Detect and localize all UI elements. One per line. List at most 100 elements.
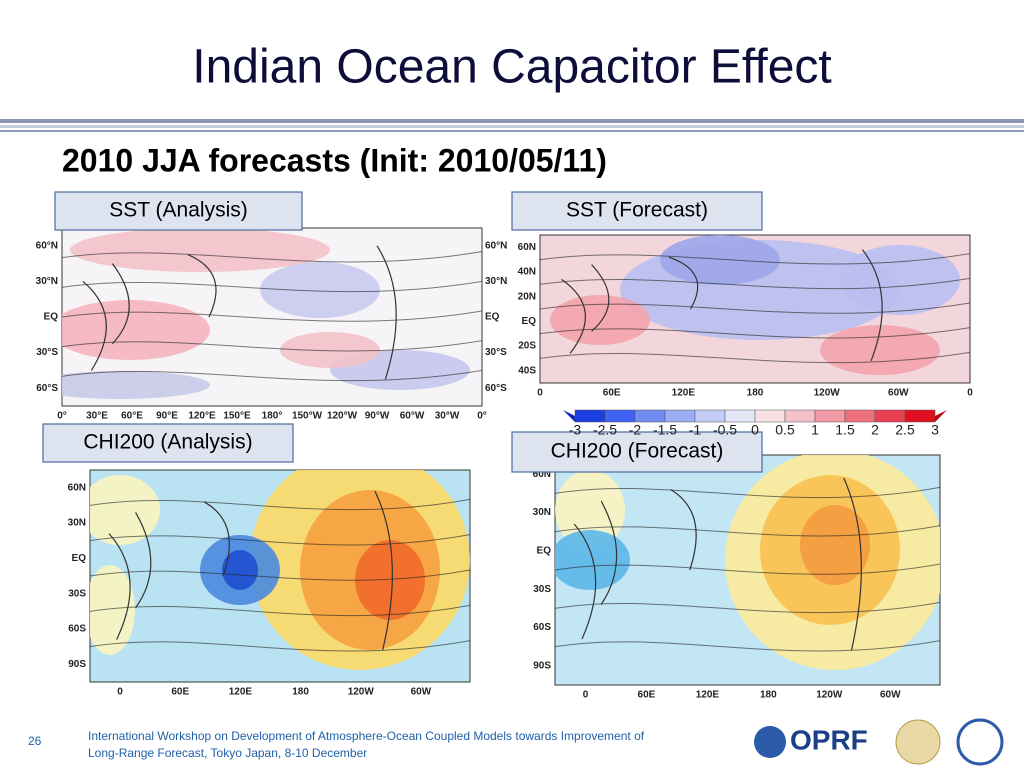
map-anomaly: [555, 530, 630, 590]
x-axis-label: 30°W: [435, 411, 460, 422]
x-axis-label: 30°E: [86, 411, 108, 422]
y-axis-label: 30N: [68, 518, 86, 529]
colorbar-label: 2.5: [895, 422, 915, 438]
colorbar-swatch: [844, 409, 876, 423]
coastline: [82, 245, 397, 380]
contour: [90, 640, 470, 652]
logo-badge: [895, 719, 941, 765]
y-axis-label: 90S: [533, 660, 551, 671]
y-axis-label: 90S: [68, 659, 86, 670]
contour: [90, 498, 470, 511]
x-axis-label: 120E: [229, 687, 253, 698]
y-axis-label: 20S: [518, 341, 536, 352]
y-axis-label: 60N: [518, 242, 536, 253]
panel-label: CHI200 (Analysis): [83, 431, 252, 454]
contour: [540, 277, 970, 290]
y-axis-label: 20N: [518, 291, 536, 302]
colorbar-label: 0.5: [775, 422, 795, 438]
map-anomaly: [90, 475, 160, 545]
panel-label: SST (Forecast): [566, 199, 708, 222]
x-axis-label: 0: [537, 388, 543, 399]
x-axis-label: 120E: [672, 388, 696, 399]
x-axis-label: 60E: [638, 690, 656, 701]
contour: [555, 640, 940, 652]
contour: [540, 253, 970, 265]
colorbar-swatch: [604, 409, 636, 423]
map-field: [555, 455, 940, 670]
subtitle: 2010 JJA forecasts (Init: 2010/05/11): [62, 142, 607, 178]
colorbar-label: 0: [751, 422, 759, 438]
y-axis-label: 60°S: [36, 383, 58, 394]
contour: [62, 310, 482, 322]
x-axis-label: 0: [583, 690, 589, 701]
x-axis-label: 60°E: [121, 411, 143, 422]
y-axis-label: 60N: [68, 482, 86, 493]
y-axis-label: EQ: [44, 312, 59, 323]
logo-text: OPRF: [790, 724, 868, 755]
x-axis-label: 60E: [171, 687, 189, 698]
colorbar: -3 -2.5 -2 -1.5 -1 -0.5 0 0.5 1 1.5 2 2.5 3: [563, 409, 947, 438]
x-axis-label: 0°: [57, 411, 67, 422]
x-axis-label: 180: [292, 687, 309, 698]
map-panel: 60N 30N EQ 30S 60S 90S 0 60E 120E 180 120W 60W CHI20…: [42, 423, 471, 698]
colorbar-swatch: [634, 409, 666, 423]
y-axis-label: EQ: [485, 312, 500, 323]
header-rule: [0, 125, 1024, 128]
x-axis-label: 90°E: [156, 411, 178, 422]
y-axis-label: 30°S: [485, 347, 507, 358]
y-axis-label: 60S: [68, 624, 86, 635]
y-axis-label: 40S: [518, 365, 536, 376]
map-anomaly: [280, 332, 380, 368]
x-axis-label: 0: [967, 388, 973, 399]
map-anomaly: [62, 371, 210, 399]
map-panel: 60°N 60°N 30°N 30°N EQ EQ 30°S 30°S 60°S 60°S 0° 30…: [36, 191, 507, 422]
header-rule: [0, 130, 1024, 132]
map-anomaly: [355, 540, 425, 620]
y-axis-label: 30°N: [36, 276, 58, 287]
colorbar-label: -3: [569, 422, 582, 438]
x-axis-label: 120W: [348, 687, 375, 698]
logo-icon: [754, 726, 786, 758]
x-axis-label: 120W: [816, 690, 843, 701]
contour: [540, 302, 970, 314]
colorbar-label: -2: [629, 422, 642, 438]
x-axis-label: 60°W: [400, 411, 425, 422]
y-axis-label: 60N: [533, 469, 551, 480]
map-anomaly: [70, 228, 330, 272]
contour: [90, 569, 470, 581]
y-axis-label: EQ: [72, 553, 87, 564]
panel-label-box: [511, 191, 763, 231]
colorbar-label: -1: [689, 422, 702, 438]
page-number: 26: [28, 734, 42, 748]
x-axis-label: 120°E: [188, 411, 216, 422]
panel-label: SST (Analysis): [109, 199, 247, 222]
map-anomaly: [62, 300, 210, 360]
y-axis-label: EQ: [522, 316, 537, 327]
x-axis-label: 120°W: [327, 411, 358, 422]
footer-text: Long-Range Forecast, Tokyo Japan, 8-10 D…: [88, 746, 367, 760]
slide-title: Indian Ocean Capacitor Effect: [192, 41, 832, 94]
map-panel: 60N 30N EQ 30S 60S 90S 0 60E 120E 180 120W 60W CHI20…: [511, 431, 941, 701]
x-axis-label: 60W: [888, 388, 909, 399]
x-axis-label: 0: [117, 687, 123, 698]
map-field: [62, 228, 482, 399]
map-anomaly: [840, 245, 960, 315]
colorbar-swatch: [814, 409, 846, 423]
panel-label-box: [54, 191, 303, 231]
panel-label: CHI200 (Forecast): [551, 440, 724, 463]
footer-text: International Workshop on Development of…: [88, 729, 645, 743]
map-anomaly: [550, 295, 650, 345]
x-axis-label: 60E: [603, 388, 621, 399]
panel-label-box: [42, 423, 294, 463]
y-axis-label: 30N: [533, 507, 551, 518]
header-rule: [0, 119, 1024, 123]
contour: [62, 280, 482, 293]
colorbar-label: -2.5: [593, 422, 617, 438]
coastline: [561, 249, 883, 362]
map-anomaly: [555, 470, 625, 550]
map-panel: 60N 40N 20N EQ 20S 40S 0 60E 120E 180 120W 60W 0 SST …: [511, 191, 973, 399]
colorbar-swatch: [904, 409, 936, 423]
colorbar-label: 1.5: [835, 422, 855, 438]
